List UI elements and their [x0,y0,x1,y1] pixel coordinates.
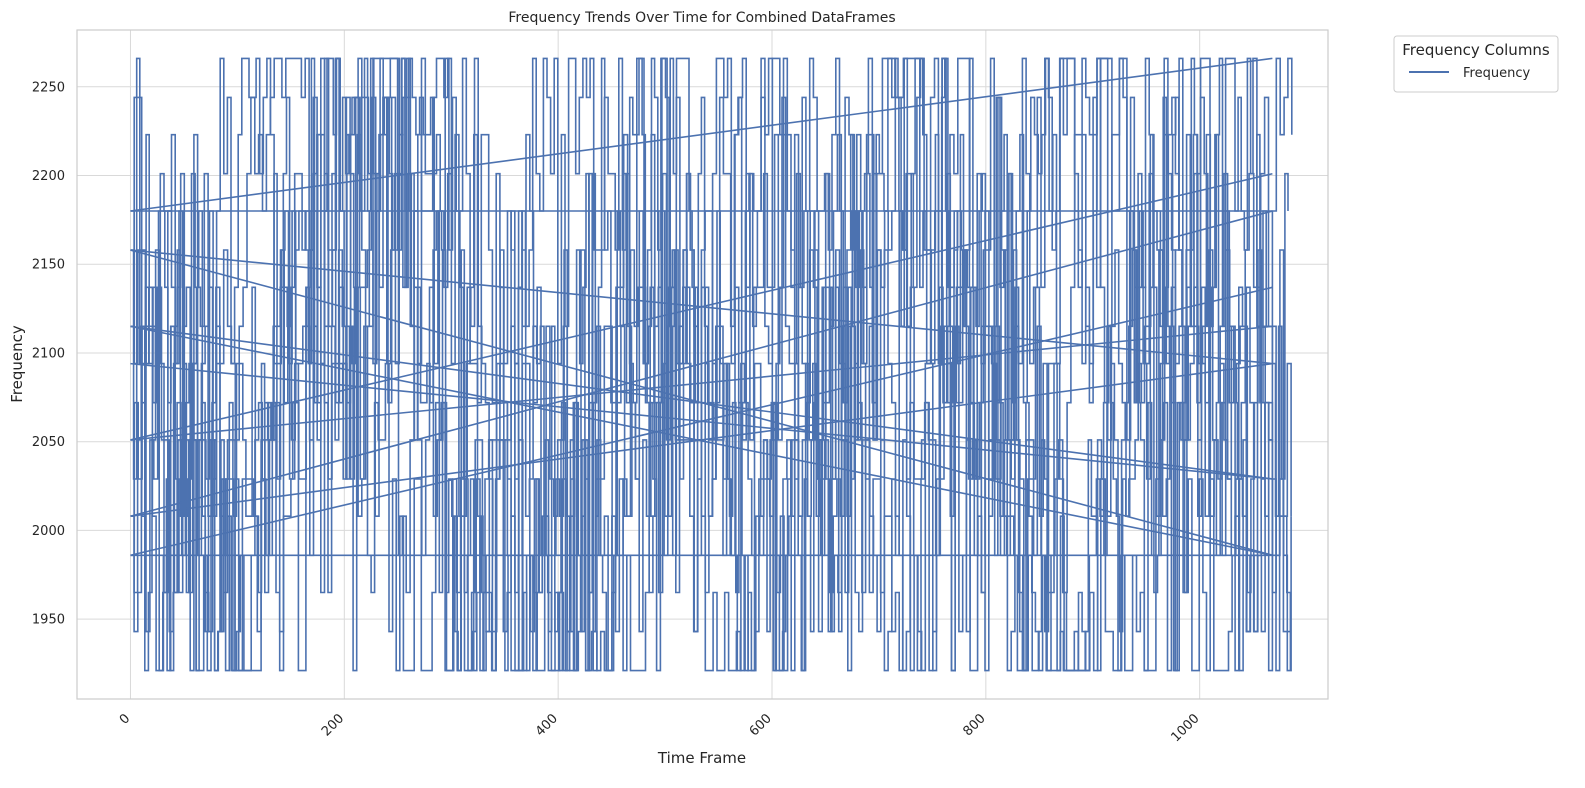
x-tick-label: 800 [961,711,989,739]
legend: Frequency Columns Frequency [1393,35,1559,93]
series-connector [130,172,1273,441]
y-tick-label: 2200 [32,169,65,184]
y-tick-label: 2100 [32,346,65,361]
y-tick-label: 2150 [32,258,65,273]
series-line-frequency [130,57,1292,672]
x-axis-label: Time Frame [657,749,746,767]
series-connector [130,57,1273,212]
x-tick-label: 600 [747,711,775,739]
legend-frame [1393,35,1559,93]
y-tick-label: 2050 [32,435,65,450]
x-tick-label: 400 [533,711,561,739]
x-tick-label: 1000 [1169,711,1203,745]
x-tick-layer: 0 200 400 600 800 1000 [117,711,1203,745]
series-connector [130,286,1273,557]
x-tick-label: 200 [319,711,347,739]
y-tick-label: 1950 [32,613,65,628]
legend-label-frequency: Frequency [1463,66,1530,81]
series-connector [130,249,1273,557]
y-tick-layer: 1950 2000 2050 2100 2150 2200 2250 [32,80,65,627]
legend-title: Frequency Columns [1402,41,1550,59]
y-axis-label: Frequency [8,325,26,403]
series-connector [130,325,1273,557]
x-tick-label: 0 [117,711,133,727]
series-connector [130,362,1273,518]
series-connector [130,210,1273,517]
series-line-frequency [130,57,1292,672]
series-layer [130,57,1293,672]
y-tick-label: 2000 [32,524,65,539]
y-tick-label: 2250 [32,80,65,95]
chart-title: Frequency Trends Over Time for Combined … [508,10,895,26]
series-line-frequency [130,57,1292,672]
series-line-frequency [130,57,1292,672]
plot-frame [76,29,1329,700]
